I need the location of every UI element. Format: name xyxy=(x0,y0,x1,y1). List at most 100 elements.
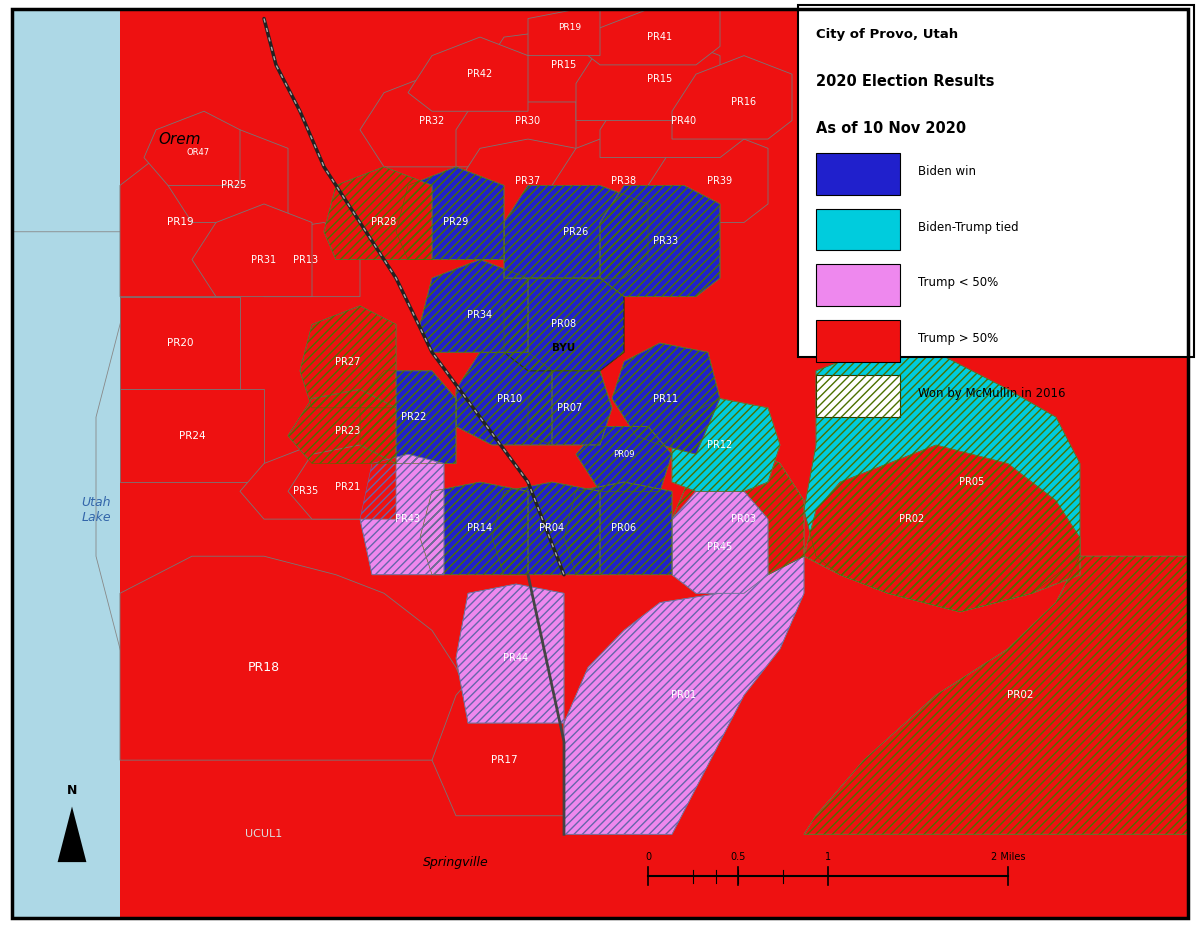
FancyBboxPatch shape xyxy=(12,9,1188,918)
Text: PR26: PR26 xyxy=(563,227,589,236)
Text: PR43: PR43 xyxy=(396,514,420,524)
Text: Won by McMullin in 2016: Won by McMullin in 2016 xyxy=(918,387,1066,400)
Polygon shape xyxy=(564,482,672,575)
Polygon shape xyxy=(432,667,564,816)
FancyBboxPatch shape xyxy=(798,5,1194,357)
Polygon shape xyxy=(420,260,528,352)
Text: PR42: PR42 xyxy=(467,70,493,79)
Polygon shape xyxy=(600,74,744,158)
Text: PR06: PR06 xyxy=(612,524,636,533)
Polygon shape xyxy=(576,426,672,491)
Text: PR02: PR02 xyxy=(899,514,925,524)
Polygon shape xyxy=(120,389,264,482)
Polygon shape xyxy=(324,167,432,260)
Text: PR18: PR18 xyxy=(248,661,280,674)
Polygon shape xyxy=(120,297,240,389)
Text: PR09: PR09 xyxy=(613,450,635,459)
Bar xyxy=(816,209,900,250)
Polygon shape xyxy=(240,222,360,297)
Polygon shape xyxy=(192,204,312,297)
Text: PR05: PR05 xyxy=(959,477,985,487)
Text: PR37: PR37 xyxy=(515,176,541,185)
Polygon shape xyxy=(672,56,792,139)
Polygon shape xyxy=(456,352,552,445)
Text: Biden win: Biden win xyxy=(918,165,976,178)
Polygon shape xyxy=(456,74,576,167)
Text: PR08: PR08 xyxy=(552,320,576,329)
Polygon shape xyxy=(672,445,804,593)
Text: PR27: PR27 xyxy=(335,357,361,366)
Bar xyxy=(816,375,900,417)
Text: PR10: PR10 xyxy=(498,394,522,403)
Text: PR04: PR04 xyxy=(540,524,564,533)
Polygon shape xyxy=(612,343,720,454)
Polygon shape xyxy=(504,278,624,371)
Polygon shape xyxy=(804,556,1188,834)
Polygon shape xyxy=(120,556,480,760)
Text: PR12: PR12 xyxy=(707,440,733,450)
Bar xyxy=(816,153,900,195)
Bar xyxy=(816,264,900,306)
Text: PR31: PR31 xyxy=(252,255,276,264)
Text: N: N xyxy=(67,784,77,797)
Text: 0: 0 xyxy=(644,852,652,862)
Text: PR41: PR41 xyxy=(648,32,672,42)
Text: PR40: PR40 xyxy=(672,116,696,125)
Polygon shape xyxy=(804,445,1080,612)
Text: PR30: PR30 xyxy=(516,116,540,125)
Text: PR15: PR15 xyxy=(647,74,673,83)
Text: PR11: PR11 xyxy=(654,394,678,403)
Text: PR02: PR02 xyxy=(1007,691,1033,700)
Polygon shape xyxy=(456,139,576,222)
Polygon shape xyxy=(672,491,768,593)
Polygon shape xyxy=(408,37,528,111)
Text: Utah
Lake: Utah Lake xyxy=(82,496,110,524)
Polygon shape xyxy=(58,806,86,862)
Polygon shape xyxy=(528,9,600,56)
Polygon shape xyxy=(360,371,456,464)
Text: PR25: PR25 xyxy=(221,181,247,190)
Text: Springville: Springville xyxy=(424,856,488,869)
Text: PR44: PR44 xyxy=(504,654,528,663)
Bar xyxy=(816,320,900,362)
Text: PR19: PR19 xyxy=(167,218,193,227)
Text: As of 10 Nov 2020: As of 10 Nov 2020 xyxy=(816,121,966,135)
Bar xyxy=(816,375,900,417)
Polygon shape xyxy=(300,306,396,408)
Polygon shape xyxy=(120,148,240,297)
Text: PR16: PR16 xyxy=(732,97,756,107)
Text: PR14: PR14 xyxy=(468,524,492,533)
Text: PR39: PR39 xyxy=(708,176,732,185)
Text: 0.5: 0.5 xyxy=(731,852,745,862)
Text: PR03: PR03 xyxy=(732,514,756,524)
Polygon shape xyxy=(144,111,240,185)
Text: OR47: OR47 xyxy=(186,148,210,158)
Text: PR29: PR29 xyxy=(443,218,469,227)
Polygon shape xyxy=(564,556,804,834)
Text: 2020 Election Results: 2020 Election Results xyxy=(816,74,995,89)
Polygon shape xyxy=(528,371,612,445)
Polygon shape xyxy=(552,130,672,222)
Text: PR07: PR07 xyxy=(557,403,583,413)
Text: PR17: PR17 xyxy=(491,756,517,765)
Polygon shape xyxy=(396,167,504,260)
Polygon shape xyxy=(672,399,780,491)
Polygon shape xyxy=(240,445,360,519)
Polygon shape xyxy=(480,28,624,102)
Polygon shape xyxy=(420,482,528,575)
Polygon shape xyxy=(120,232,1188,918)
Text: PR33: PR33 xyxy=(654,236,678,246)
Polygon shape xyxy=(804,352,1080,612)
Polygon shape xyxy=(120,9,1188,232)
Polygon shape xyxy=(360,454,444,575)
Polygon shape xyxy=(288,389,396,464)
Text: BYU: BYU xyxy=(552,343,576,352)
Text: PR20: PR20 xyxy=(167,338,193,348)
Text: Trump > 50%: Trump > 50% xyxy=(918,332,998,345)
Text: PR35: PR35 xyxy=(293,487,319,496)
Text: 2 Miles: 2 Miles xyxy=(991,852,1025,862)
Polygon shape xyxy=(504,185,648,278)
Polygon shape xyxy=(288,445,396,519)
Text: Trump < 50%: Trump < 50% xyxy=(918,276,998,289)
Text: PR24: PR24 xyxy=(179,431,205,440)
